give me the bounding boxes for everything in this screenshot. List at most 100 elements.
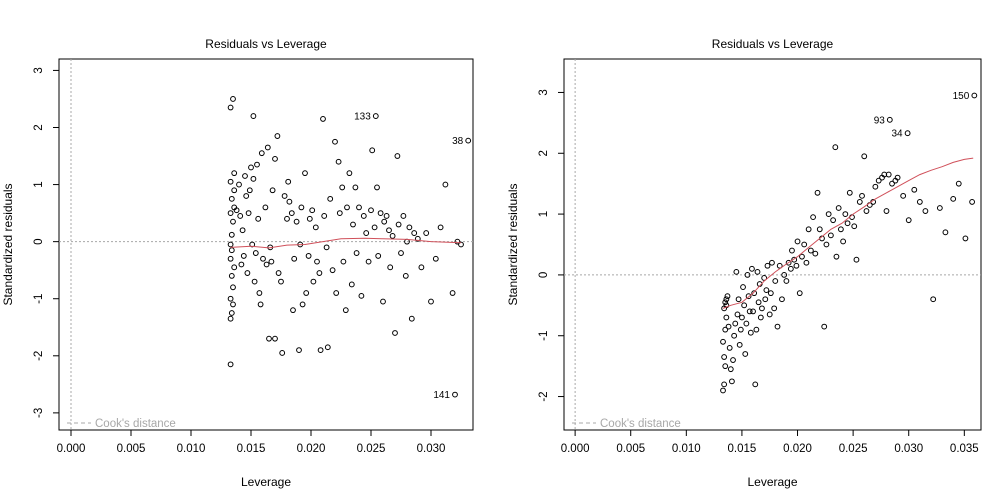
data-point xyxy=(746,308,753,315)
data-point xyxy=(741,302,748,309)
data-point xyxy=(418,264,425,271)
data-point xyxy=(794,238,801,245)
data-point xyxy=(254,161,260,168)
labeled-data-point xyxy=(904,130,911,137)
data-point xyxy=(721,381,728,388)
data-point xyxy=(730,357,736,363)
data-point xyxy=(233,207,240,214)
data-point xyxy=(371,224,378,231)
data-point xyxy=(720,387,726,394)
x-tick-label: 0.005 xyxy=(117,443,146,455)
data-point xyxy=(238,261,245,268)
data-point xyxy=(242,173,248,179)
data-point xyxy=(256,290,263,296)
data-point xyxy=(272,335,278,342)
data-point xyxy=(249,241,256,248)
data-point xyxy=(285,178,292,185)
y-axis-label: Standardized residuals xyxy=(1,183,15,305)
data-point xyxy=(722,299,729,306)
data-point xyxy=(374,184,380,191)
data-point xyxy=(769,259,775,266)
legend-label: Cook's distance xyxy=(600,418,681,430)
data-point xyxy=(316,270,323,276)
plot-frame xyxy=(58,58,474,431)
chart-title: Residuals vs Leverage xyxy=(712,37,834,51)
data-point xyxy=(739,314,745,321)
data-point xyxy=(720,338,726,345)
data-point xyxy=(309,207,316,214)
data-point xyxy=(353,250,360,256)
data-point xyxy=(875,177,882,184)
data-point xyxy=(306,215,313,222)
data-point xyxy=(936,205,943,211)
data-point xyxy=(303,290,310,296)
data-point xyxy=(767,290,774,297)
data-point xyxy=(750,308,756,315)
data-point xyxy=(791,256,798,263)
data-point xyxy=(250,113,257,119)
data-point xyxy=(324,344,331,351)
data-point xyxy=(296,347,302,353)
point-label: 141 xyxy=(433,390,450,401)
data-point xyxy=(731,332,738,339)
data-point xyxy=(774,323,781,330)
data-point xyxy=(911,186,918,193)
data-point xyxy=(752,381,759,388)
data-point xyxy=(264,144,271,151)
data-point xyxy=(333,290,340,296)
data-point xyxy=(737,326,744,333)
data-point xyxy=(942,229,949,236)
data-point xyxy=(796,290,803,297)
data-point xyxy=(245,210,252,217)
data-point xyxy=(772,278,779,284)
data-point xyxy=(856,199,863,205)
data-point xyxy=(736,341,743,348)
data-point xyxy=(721,354,728,360)
x-tick-label: 0.000 xyxy=(561,443,590,455)
data-point xyxy=(398,250,404,256)
x-tick-label: 0.030 xyxy=(894,443,923,455)
data-point xyxy=(227,315,234,322)
data-point xyxy=(751,290,758,297)
data-point xyxy=(745,293,752,300)
data-point xyxy=(344,204,350,211)
data-point xyxy=(723,314,730,321)
data-point xyxy=(392,330,398,336)
data-point xyxy=(274,133,281,139)
data-point xyxy=(744,272,751,278)
x-tick-label: 0.020 xyxy=(297,443,326,455)
data-point xyxy=(243,193,250,199)
data-point xyxy=(230,218,236,225)
point-label: 133 xyxy=(354,112,371,123)
data-point xyxy=(227,104,234,111)
data-point xyxy=(423,230,430,236)
data-point xyxy=(266,335,272,342)
y-tick-label: 1 xyxy=(538,211,550,217)
data-point xyxy=(900,192,907,199)
data-point xyxy=(437,224,444,231)
labeled-data-point xyxy=(886,116,893,123)
labeled-data-point xyxy=(452,391,458,398)
data-point xyxy=(723,296,730,303)
data-point xyxy=(814,189,821,196)
data-point xyxy=(317,347,324,353)
data-point xyxy=(250,175,257,182)
data-point xyxy=(729,378,735,385)
point-label: 150 xyxy=(953,91,970,102)
data-point xyxy=(753,326,760,333)
x-tick-label: 0.015 xyxy=(237,443,266,455)
data-point xyxy=(310,278,317,285)
data-point xyxy=(335,158,342,165)
data-point xyxy=(228,272,235,279)
data-point xyxy=(779,296,785,303)
data-point xyxy=(449,290,456,296)
data-point xyxy=(227,241,234,248)
data-point xyxy=(863,208,870,214)
data-point xyxy=(872,183,879,190)
data-point xyxy=(291,255,298,262)
data-point xyxy=(228,247,235,254)
data-point xyxy=(411,230,418,236)
data-point xyxy=(762,296,769,303)
data-point xyxy=(257,301,264,308)
